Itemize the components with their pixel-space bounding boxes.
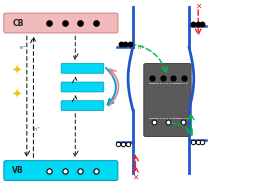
Text: ✦: ✦ bbox=[11, 88, 22, 101]
FancyBboxPatch shape bbox=[61, 101, 104, 111]
Text: h$^+$: h$^+$ bbox=[137, 43, 145, 52]
Text: VB: VB bbox=[12, 166, 24, 175]
FancyBboxPatch shape bbox=[61, 82, 104, 92]
Text: e$^-$: e$^-$ bbox=[19, 45, 27, 52]
Text: CB: CB bbox=[12, 19, 24, 28]
Text: ✕: ✕ bbox=[132, 173, 139, 182]
Text: ✕: ✕ bbox=[195, 2, 201, 11]
FancyBboxPatch shape bbox=[144, 64, 191, 137]
FancyBboxPatch shape bbox=[4, 13, 118, 33]
Text: ✦: ✦ bbox=[11, 64, 22, 77]
FancyBboxPatch shape bbox=[4, 161, 118, 180]
FancyBboxPatch shape bbox=[61, 63, 104, 73]
Text: h$^+$: h$^+$ bbox=[33, 125, 42, 134]
